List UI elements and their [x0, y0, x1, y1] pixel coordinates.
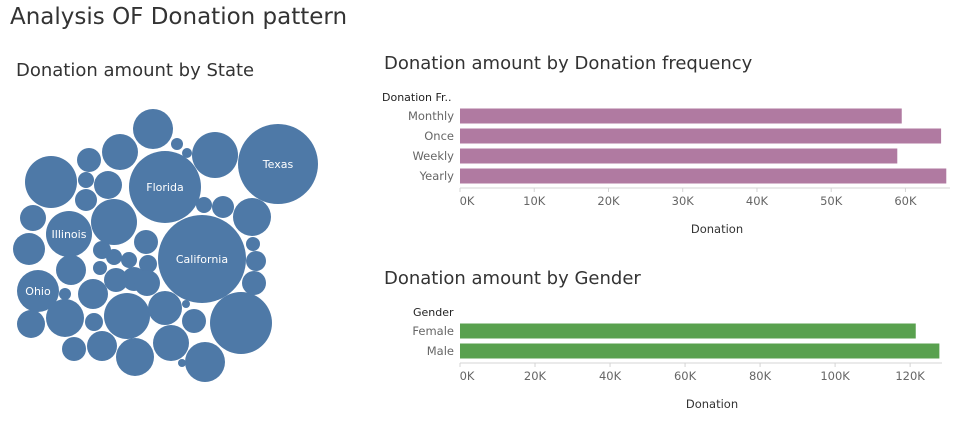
x-tick-label: 20K [524, 369, 547, 383]
state-bubble [238, 124, 318, 204]
state-bubble [102, 134, 138, 170]
state-bubble [91, 199, 137, 245]
x-tick-label: 20K [597, 194, 620, 208]
state-bubble [185, 342, 225, 382]
x-tick-label: 0K [460, 369, 475, 383]
state-bubble [77, 148, 101, 172]
state-bubble [148, 291, 182, 325]
state-bubble [62, 337, 86, 361]
state-bubble [178, 359, 186, 367]
state-bubble [78, 172, 94, 188]
x-tick-label: 80K [749, 369, 772, 383]
category-label: Weekly [412, 149, 454, 163]
state-bubble [246, 237, 260, 251]
state-bubble [75, 189, 97, 211]
state-bubble [87, 331, 117, 361]
x-tick-label: 10K [523, 194, 546, 208]
x-tick-label: 40K [599, 369, 622, 383]
state-bubble-label: California [176, 253, 228, 266]
state-bubble [17, 310, 45, 338]
frequency-chart-title: Donation amount by Donation frequency [384, 53, 753, 74]
category-label: Once [424, 129, 454, 143]
state-chart-title: Donation amount by State [16, 60, 255, 81]
state-bubble [116, 338, 154, 376]
state-bubble [25, 156, 77, 208]
state-bubble-label: Florida [146, 181, 183, 194]
state-bubble [56, 255, 86, 285]
state-bubble [17, 270, 59, 312]
x-tick-label: 30K [672, 194, 695, 208]
state-bubble [153, 325, 189, 361]
state-bubble [78, 279, 108, 309]
state-bubble [133, 109, 173, 149]
category-label: Female [412, 324, 454, 338]
state-bubble-label: Illinois [52, 228, 87, 241]
bar-once [460, 128, 942, 144]
bar-yearly [460, 168, 947, 184]
state-bubble [85, 313, 103, 331]
category-label: Monthly [408, 109, 454, 123]
row-header: Gender [413, 306, 454, 319]
state-bubble [182, 309, 206, 333]
row-header: Donation Fr.. [382, 91, 452, 104]
bar-monthly [460, 108, 902, 124]
state-bubble [104, 268, 128, 292]
bar-male [460, 343, 940, 359]
state-bubble [233, 198, 271, 236]
state-bubble [196, 197, 212, 213]
state-bubble [182, 300, 190, 308]
state-bubble [242, 271, 266, 295]
bar-weekly [460, 148, 898, 164]
state-bubble [106, 249, 122, 265]
x-tick-label: 60K [894, 194, 917, 208]
state-bubble [94, 171, 122, 199]
state-bubble [104, 293, 150, 339]
state-bubble [212, 196, 234, 218]
state-bubble [13, 233, 45, 265]
state-bubble-label: Texas [262, 158, 294, 171]
state-bubble [59, 288, 71, 300]
category-label: Yearly [419, 169, 455, 183]
category-label: Male [427, 344, 454, 358]
state-bubble [134, 270, 160, 296]
state-bubble [20, 205, 46, 231]
x-tick-label: 0K [460, 194, 475, 208]
state-bubble-label: Ohio [25, 285, 51, 298]
state-bubble [139, 255, 157, 273]
state-bubble [171, 138, 183, 150]
state-bubble [246, 251, 266, 271]
x-tick-label: 40K [746, 194, 769, 208]
state-bubble [192, 132, 238, 178]
dashboard-title: Analysis OF Donation pattern [10, 4, 348, 30]
state-bubble [121, 252, 137, 268]
x-tick-label: 120K [895, 369, 925, 383]
x-tick-label: 50K [820, 194, 843, 208]
bar-female [460, 323, 916, 339]
state-bubble [46, 211, 92, 257]
gender-chart-title: Donation amount by Gender [384, 268, 641, 289]
state-bubble [210, 292, 272, 354]
x-tick-label: 60K [674, 369, 697, 383]
x-axis-label: Donation [691, 222, 743, 236]
state-bubble [182, 148, 192, 158]
x-axis-label: Donation [686, 397, 738, 411]
state-bubble [93, 261, 107, 275]
state-bubble [158, 215, 246, 303]
state-bubble [129, 151, 201, 223]
x-tick-label: 100K [820, 369, 850, 383]
state-bubble [134, 230, 158, 254]
state-bubble [46, 299, 84, 337]
